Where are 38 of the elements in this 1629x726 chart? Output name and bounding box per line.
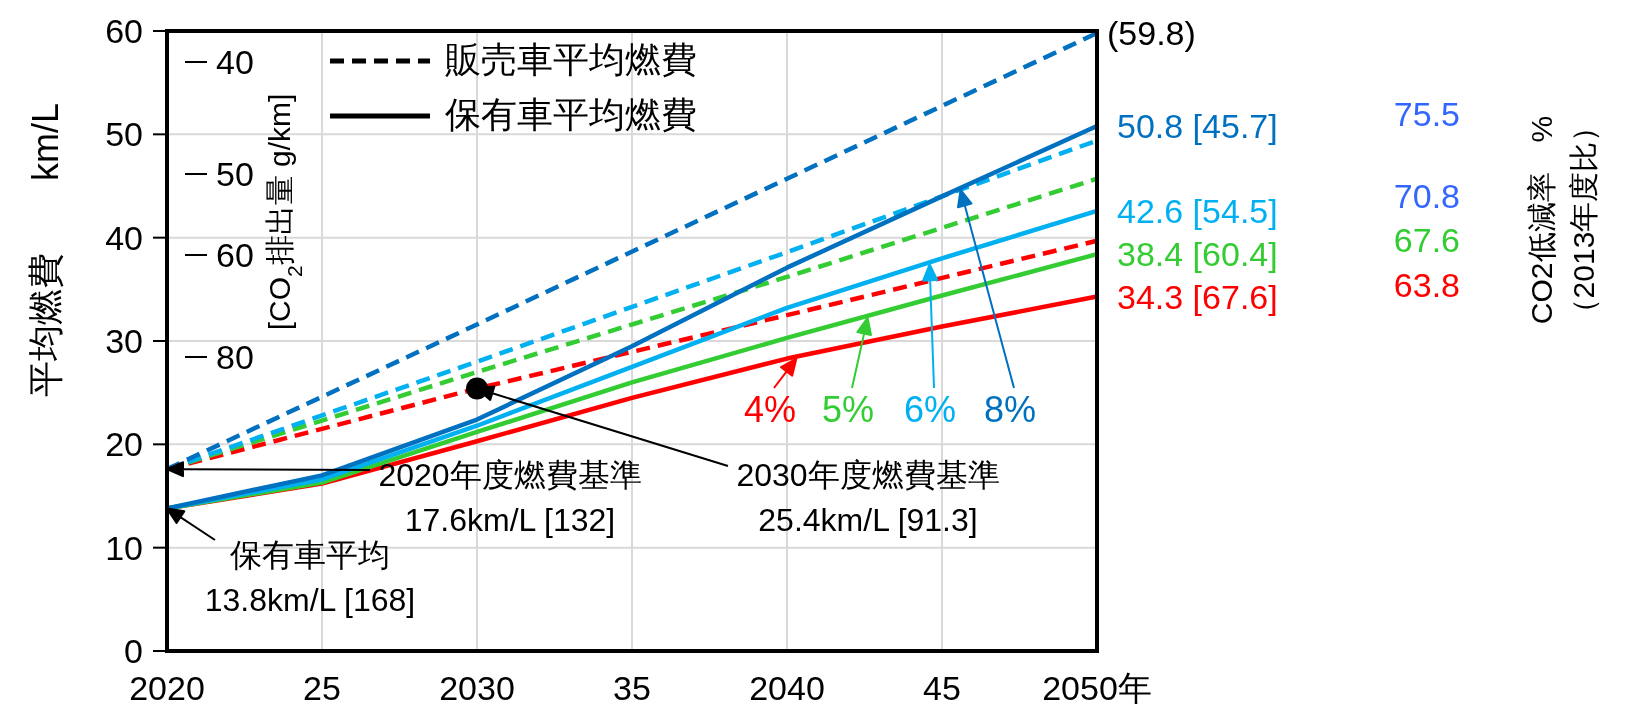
y-axis-title: 平均燃費 km/L	[25, 102, 66, 398]
annotation: 50	[216, 155, 254, 193]
data-label: 42.6 [54.5]	[1117, 191, 1278, 230]
x-tick-label: 35	[613, 669, 651, 707]
x-tick-label: 45	[923, 669, 961, 707]
legend-label: 5%	[821, 389, 875, 430]
annotation: (59.8)	[1107, 14, 1196, 53]
legend-label: 4%	[743, 389, 797, 430]
text: 8%	[983, 389, 1037, 430]
x-tick-label: 2030	[439, 669, 515, 707]
text: 75.5	[1393, 95, 1460, 133]
y-tick-label: 20	[105, 425, 143, 464]
y-tick-label: 30	[105, 322, 143, 360]
text: 63.8	[1393, 266, 1460, 304]
x-tick-label: 2040	[749, 669, 825, 707]
data-label: 50.8 [45.7]	[1117, 107, 1278, 146]
y-tick-label: 60	[105, 12, 143, 50]
annotation: 40	[216, 43, 254, 81]
annotation: 2020年度燃費基準 17.6km/L [132]	[378, 457, 642, 538]
x-tick-label: 2050年	[1042, 669, 1152, 707]
y-tick-label: 50	[105, 115, 143, 154]
y-tick-label: 10	[105, 528, 143, 567]
data-label: 38.4 [60.4]	[1117, 235, 1278, 274]
y-tick-label: 40	[105, 218, 143, 257]
annotation: 販売車平均燃費	[445, 39, 697, 80]
text: CO2低減率 % （2013年度比）	[1525, 111, 1600, 329]
data-label: 34.3 [67.6]	[1117, 277, 1278, 316]
y-tick-label: 0	[124, 632, 143, 670]
annotation: 80	[216, 338, 254, 376]
annotation: 保有車平均 13.8km/L [168]	[204, 537, 416, 618]
x-tick-label: 25	[303, 669, 341, 707]
text: 70.8	[1393, 177, 1460, 215]
annotation: 保有車平均燃費	[445, 94, 697, 135]
text: 67.6	[1393, 221, 1460, 259]
annotation: 2030年度燃費基準 25.4km/L [91.3]	[736, 457, 1000, 538]
text: 6%	[903, 389, 957, 430]
x-tick-label: 2020	[129, 669, 205, 707]
annotation: 60	[216, 236, 254, 274]
